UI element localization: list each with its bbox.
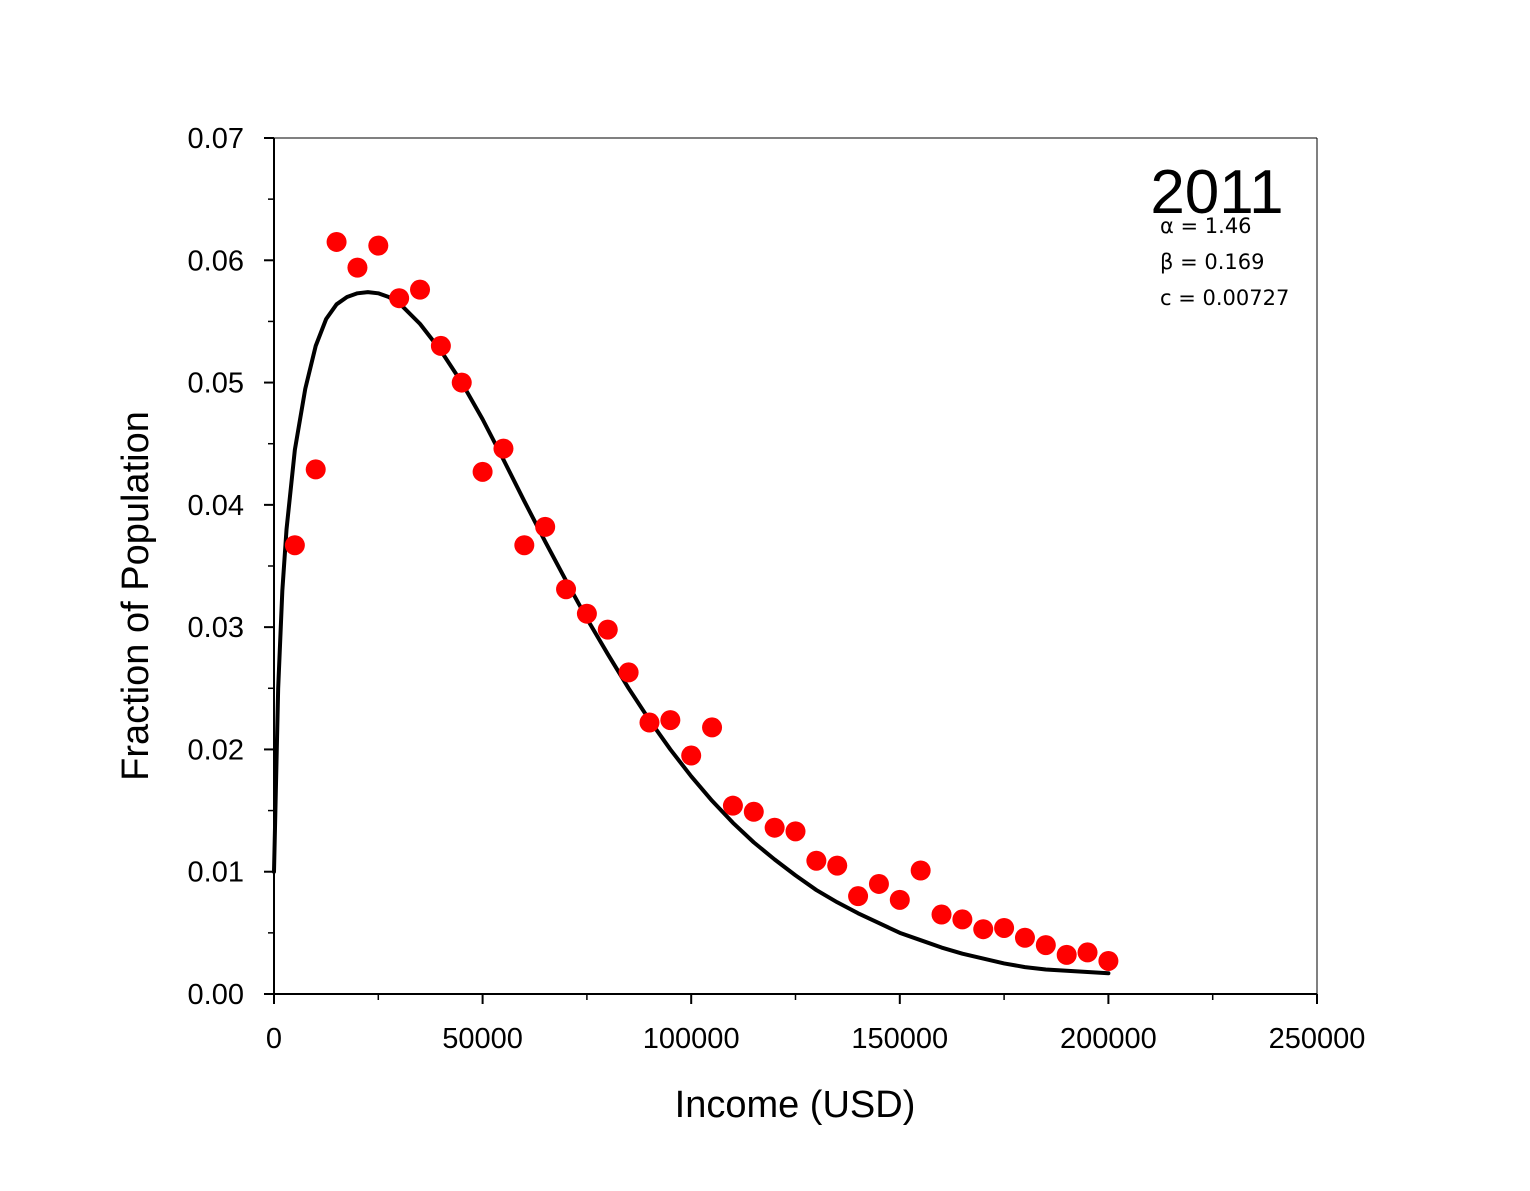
data-point: [305, 459, 326, 480]
y-tick-label: 0.05: [188, 368, 244, 400]
data-point: [806, 850, 827, 871]
data-point: [493, 438, 514, 459]
y-tick-label: 0.04: [188, 490, 244, 522]
x-axis-ticks: [273, 994, 1318, 1004]
fit-curve-line: [272, 290, 1111, 976]
y-tick-label: 0.00: [188, 979, 244, 1011]
y-axis-ticks: [264, 137, 274, 995]
data-point: [1035, 935, 1056, 956]
data-point: [430, 335, 451, 356]
data-point: [1056, 944, 1077, 965]
x-tick-label: 200000: [1060, 1023, 1157, 1055]
y-tick-label: 0.01: [188, 857, 244, 889]
data-point: [910, 860, 931, 881]
data-points-group: [284, 231, 1119, 971]
data-point: [973, 919, 994, 940]
data-point: [1077, 942, 1098, 963]
data-point: [702, 717, 723, 738]
data-point: [785, 821, 806, 842]
y-axis-tick-labels: 0.00 0.01 0.02 0.03 0.04 0.05 0.06 0.07: [188, 123, 244, 1011]
data-point: [660, 710, 681, 731]
data-point: [952, 909, 973, 930]
data-point: [827, 855, 848, 876]
x-axis-tick-labels: 0 50000 100000 150000 200000 250000: [266, 1023, 1365, 1055]
x-axis-title: Income (USD): [675, 1084, 916, 1126]
data-point: [451, 372, 472, 393]
beta-annotation: β = 0.169: [1160, 250, 1264, 274]
y-tick-label: 0.06: [188, 245, 244, 277]
data-point: [931, 904, 952, 925]
data-point: [326, 231, 347, 252]
data-point: [681, 745, 702, 766]
data-point: [743, 801, 764, 822]
data-point: [597, 619, 618, 640]
data-point: [284, 535, 305, 556]
alpha-annotation: α = 1.46: [1160, 214, 1252, 238]
data-point: [618, 662, 639, 683]
y-tick-label: 0.07: [188, 123, 244, 155]
data-point: [868, 873, 889, 894]
data-point: [1014, 927, 1035, 948]
data-point: [556, 579, 577, 600]
y-tick-label: 0.02: [188, 734, 244, 766]
y-tick-label: 0.03: [188, 612, 244, 644]
data-point: [368, 235, 389, 256]
data-point: [347, 257, 368, 278]
c-annotation: c = 0.00727: [1160, 286, 1289, 310]
data-point: [472, 461, 493, 482]
data-point: [514, 535, 535, 556]
data-point: [639, 712, 660, 733]
data-point: [994, 917, 1015, 938]
x-tick-label: 100000: [643, 1023, 740, 1055]
data-point: [889, 889, 910, 910]
year-annotation: 2011: [1150, 158, 1283, 227]
data-point: [535, 516, 556, 537]
data-point: [722, 795, 743, 816]
x-tick-label: 150000: [851, 1023, 948, 1055]
data-point: [389, 288, 410, 309]
x-tick-label: 250000: [1269, 1023, 1366, 1055]
data-point: [848, 886, 869, 907]
data-point: [764, 817, 785, 838]
y-axis-title: Fraction of Population: [115, 411, 157, 781]
data-point: [410, 279, 431, 300]
x-tick-label: 50000: [442, 1023, 523, 1055]
data-point: [576, 603, 597, 624]
fit-curve-group: [272, 290, 1111, 976]
data-point: [1098, 950, 1119, 971]
x-tick-label: 0: [266, 1023, 282, 1055]
